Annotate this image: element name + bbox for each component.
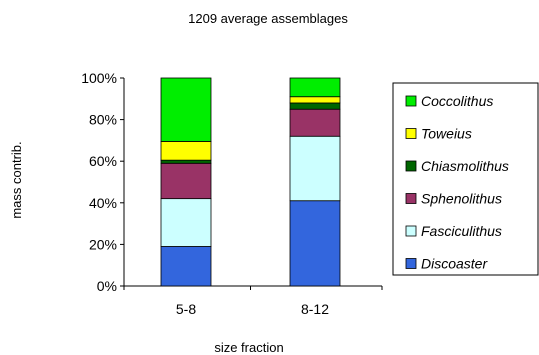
legend: Coccolithus Toweius Chiasmolithus Sphenolit… — [392, 82, 539, 276]
x-tick-label: 5-8 — [176, 301, 196, 317]
bar-segment-fasciculithus-5-8 — [160, 198, 212, 247]
y-tick-label: 20% — [89, 236, 117, 252]
x-axis-label: size fraction — [214, 340, 283, 355]
bar-segment-chiasmolithus-5-8 — [160, 159, 212, 164]
y-axis-label: mass contrib. — [9, 141, 24, 218]
legend-label-sphenolithus: Sphenolithus — [421, 191, 502, 207]
y-tick-label: 40% — [89, 195, 117, 211]
x-tick-label: 8-12 — [301, 301, 329, 317]
bar-segment-chiasmolithus-8-12 — [289, 102, 341, 110]
bar-segment-discoaster-8-12 — [289, 200, 341, 287]
plot-area: 0% 20% 40% 60% 80% 100% 5-8 8-12 — [81, 70, 383, 317]
chart-title: 1209 average assemblages — [188, 11, 348, 26]
legend-box — [392, 82, 539, 276]
legend-label-fasciculithus: Fasciculithus — [421, 223, 502, 239]
bar-segment-fasciculithus-8-12 — [289, 135, 341, 202]
y-tick-label: 100% — [81, 70, 117, 86]
legend-swatch-toweius — [405, 128, 417, 139]
y-tick-label: 80% — [89, 112, 117, 128]
bar-segment-discoaster-5-8 — [160, 246, 212, 287]
bar-segment-coccolithus-8-12 — [289, 77, 341, 98]
legend-swatch-fasciculithus — [405, 225, 417, 237]
bar-segment-toweius-8-12 — [289, 96, 341, 104]
legend-label-chiasmolithus: Chiasmolithus — [421, 158, 509, 174]
y-tick-label: 0% — [97, 278, 117, 294]
legend-swatch-sphenolithus — [405, 193, 417, 204]
bar-segment-sphenolithus-8-12 — [289, 108, 341, 137]
bar-segment-coccolithus-5-8 — [160, 77, 212, 142]
bar-segment-toweius-5-8 — [160, 141, 212, 161]
legend-swatch-discoaster — [405, 258, 417, 269]
legend-label-toweius: Toweius — [421, 126, 472, 142]
legend-swatch-chiasmolithus — [405, 160, 417, 172]
legend-swatch-coccolithus — [405, 95, 417, 107]
legend-label-discoaster: Discoaster — [421, 256, 488, 272]
legend-label-coccolithus: Coccolithus — [421, 93, 493, 109]
bar-segment-sphenolithus-5-8 — [160, 162, 212, 200]
y-tick-label: 60% — [89, 153, 117, 169]
